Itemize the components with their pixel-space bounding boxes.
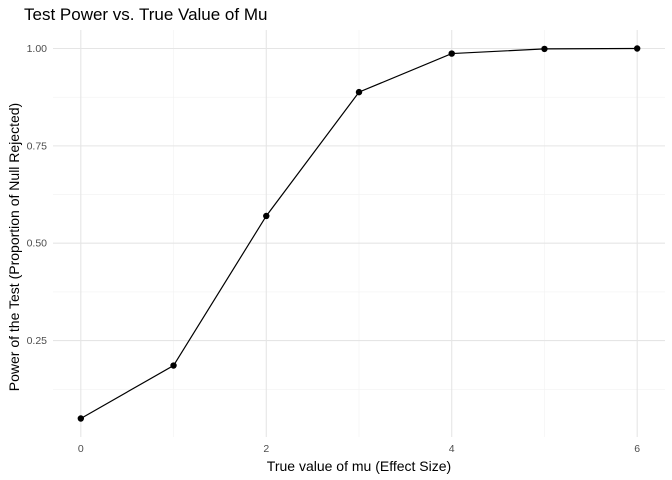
y-axis-title: Power of the Test (Proportion of Null Re… [6,103,22,391]
data-point [170,362,177,369]
data-point [541,45,548,53]
data-point [448,50,455,57]
series [77,45,641,422]
x-tick-label: 6 [634,443,640,455]
x-axis-title: True value of mu (Effect Size) [267,458,451,474]
x-tick-label: 4 [449,443,455,455]
x-tick-label: 0 [78,443,84,455]
data-point [77,415,85,422]
y-tick-label: 0.25 [27,335,48,347]
data-point [263,212,270,220]
y-tick-label: 1.00 [27,43,48,55]
data-point [633,45,641,52]
chart-title: Test Power vs. True Value of Mu [24,5,267,24]
tick-labels: 0 2 4 6 0.25 0.50 0.75 1.00 [27,43,641,455]
grid [53,30,665,437]
x-tick-label: 2 [263,443,269,455]
y-tick-label: 0.75 [27,140,48,152]
y-tick-label: 0.50 [27,238,48,250]
data-point [355,88,363,96]
